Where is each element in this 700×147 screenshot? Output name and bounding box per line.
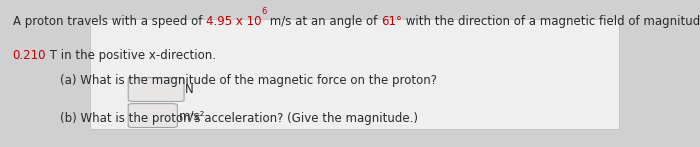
Text: A proton travels with a speed of: A proton travels with a speed of	[13, 15, 206, 28]
Text: m/s²: m/s²	[178, 109, 205, 122]
Text: (a) What is the magnitude of the magnetic force on the proton?: (a) What is the magnitude of the magneti…	[60, 74, 437, 87]
Text: m/s at an angle of: m/s at an angle of	[267, 15, 382, 28]
Text: 4.95 x 10: 4.95 x 10	[206, 15, 261, 28]
Text: 6: 6	[261, 7, 267, 16]
Text: 61°: 61°	[382, 15, 402, 28]
FancyBboxPatch shape	[128, 78, 184, 101]
FancyBboxPatch shape	[128, 104, 177, 127]
FancyBboxPatch shape	[90, 19, 619, 129]
Text: (b) What is the proton’s acceleration? (Give the magnitude.): (b) What is the proton’s acceleration? (…	[60, 112, 417, 125]
Text: N: N	[185, 83, 194, 96]
Text: 0.210: 0.210	[13, 49, 46, 62]
Text: with the direction of a magnetic field of magnitude: with the direction of a magnetic field o…	[402, 15, 700, 28]
Text: T in the positive x-direction.: T in the positive x-direction.	[46, 49, 216, 62]
